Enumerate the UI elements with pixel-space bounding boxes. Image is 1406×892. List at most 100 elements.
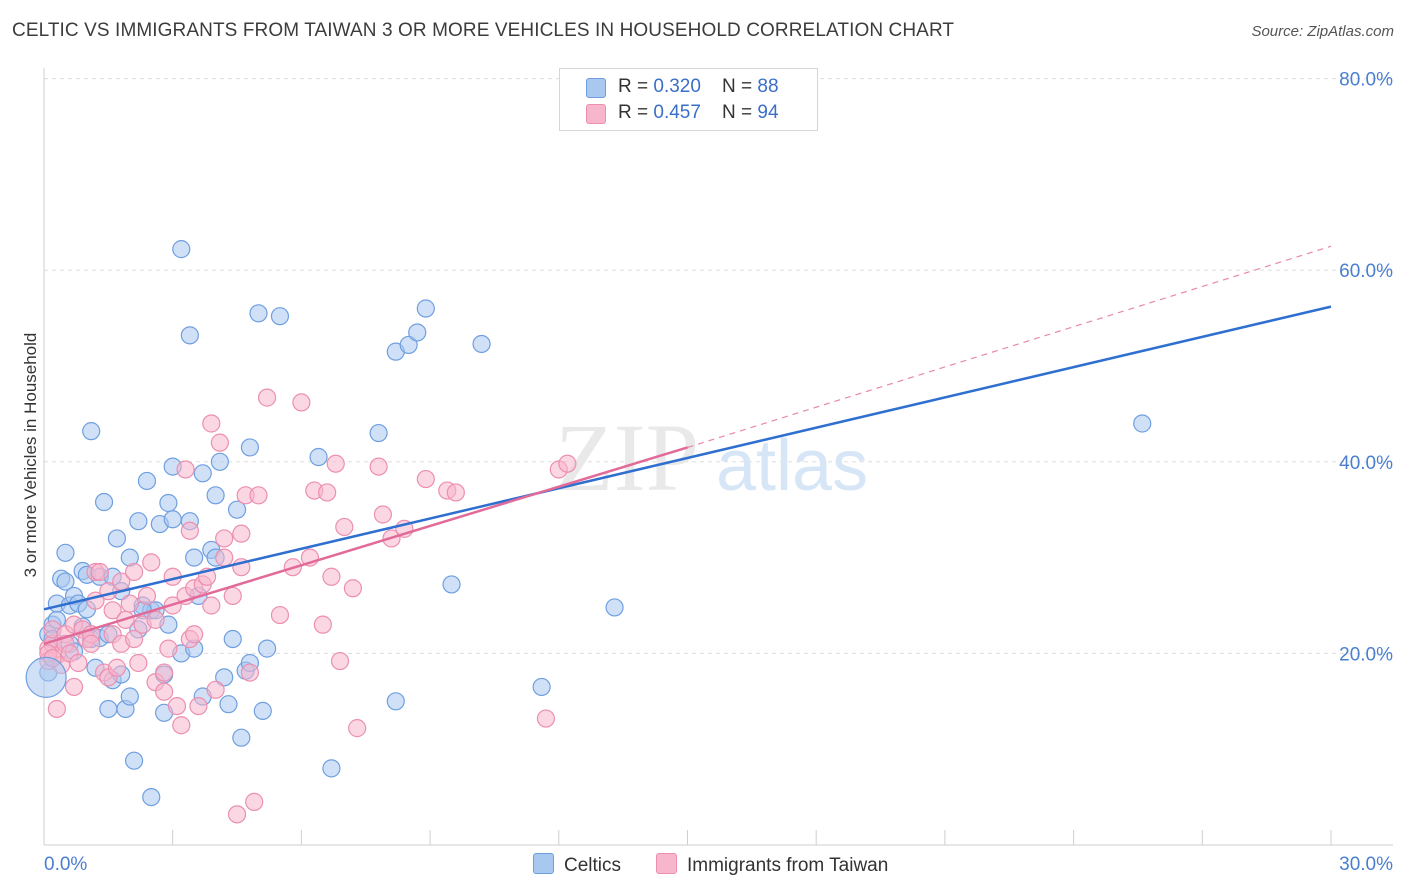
y-tick-label: 20.0% (1339, 644, 1393, 665)
taiwan-point (348, 719, 367, 738)
bottom-legend-swatch-blue (533, 853, 554, 874)
legend-swatch-blue (586, 78, 606, 98)
bottom-legend-swatch-pink (656, 853, 677, 874)
celtics-point (99, 699, 118, 719)
celtics-point (172, 240, 191, 259)
legend-swatch-pink (586, 104, 606, 124)
celtics-point (408, 323, 427, 342)
taiwan-point (185, 625, 204, 644)
celtics-point (124, 751, 144, 770)
celtics-point (253, 701, 272, 720)
celtics-point (532, 677, 551, 697)
celtics-point (25, 656, 67, 698)
taiwan-point (159, 639, 178, 658)
legend-r-value: 0.457 (653, 102, 701, 123)
taiwan-point (446, 483, 465, 502)
legend-box: R = 0.320 N = 88 R = 0.457 N = 94 (559, 68, 818, 131)
taiwan-point (335, 517, 354, 537)
taiwan-point (245, 792, 264, 811)
legend-n-label: N = (722, 76, 758, 97)
taiwan-point (210, 433, 229, 452)
bottom-legend-celtics: Celtics (533, 853, 621, 877)
y-tick-label: 60.0% (1339, 261, 1393, 282)
taiwan-point (90, 562, 109, 582)
celtics-point (210, 452, 229, 471)
taiwan-point (202, 414, 221, 433)
source-label: Source: ZipAtlas.com (1251, 23, 1394, 40)
taiwan-point (155, 663, 174, 682)
celtics-point (223, 629, 242, 649)
taiwan-point (558, 454, 577, 473)
taiwan-point (227, 805, 247, 824)
taiwan-point (82, 634, 101, 653)
taiwan-point (326, 454, 345, 473)
taiwan-trend-line (43, 446, 688, 646)
taiwan-point (176, 460, 195, 479)
taiwan-point (232, 524, 251, 543)
celtics-point (1133, 414, 1152, 433)
celtics-point (219, 695, 238, 714)
taiwan-point (155, 682, 174, 701)
celtics-point (215, 668, 234, 687)
taiwan-point (142, 553, 161, 572)
watermark-zip: ZIP (555, 404, 699, 511)
legend-n-value: 88 (757, 76, 779, 97)
celtics-point (369, 423, 388, 443)
celtics-point (257, 639, 277, 658)
celtics-point (159, 493, 178, 513)
celtics-point (399, 335, 418, 355)
celtics-point (137, 471, 157, 491)
chart-title: CELTIC VS IMMIGRANTS FROM TAIWAN 3 OR MO… (12, 20, 955, 41)
celtics-point (193, 464, 212, 483)
celtics-point (322, 759, 341, 778)
celtics-point (56, 543, 75, 562)
taiwan-point (369, 457, 388, 476)
taiwan-point (292, 393, 311, 412)
taiwan-point (172, 716, 191, 735)
celtics-point (163, 510, 182, 529)
legend-r-value: 0.320 (653, 76, 701, 97)
taiwan-point (124, 562, 144, 582)
legend-r-label: R = (618, 76, 654, 97)
bottom-legend-label: Celtics (564, 855, 622, 876)
celtics-point (240, 438, 260, 457)
taiwan-point (206, 680, 225, 699)
celtics-point (142, 787, 161, 807)
celtics-point (309, 447, 328, 467)
celtics-point (129, 512, 148, 531)
celtics-point (120, 687, 139, 706)
watermark-atlas: atlas (716, 426, 868, 506)
taiwan-point (322, 567, 341, 586)
celtics-point (232, 728, 251, 747)
taiwan-point (257, 388, 277, 407)
taiwan-point (103, 601, 122, 620)
x-tick-label: 30.0% (1339, 854, 1393, 875)
bottom-legend-taiwan: Immigrants from Taiwan (656, 853, 888, 877)
celtics-point (472, 334, 491, 354)
celtics-point (206, 486, 225, 505)
taiwan-point (146, 610, 165, 629)
taiwan-point (129, 653, 148, 673)
legend-r-label: R = (618, 102, 654, 123)
taiwan-point (343, 579, 362, 598)
taiwan-point (313, 615, 332, 634)
taiwan-point (137, 586, 157, 606)
taiwan-point (202, 596, 221, 615)
celtics-point (442, 575, 461, 594)
celtics-point (185, 548, 204, 567)
celtics-trend-line (43, 305, 1332, 611)
taiwan-point (373, 505, 393, 524)
legend-n-value: 94 (757, 102, 779, 123)
taiwan-point (167, 696, 187, 716)
celtics-point (94, 492, 114, 512)
taiwan-point (318, 483, 337, 502)
taiwan-point (330, 651, 350, 671)
legend-n-label: N = (722, 102, 758, 123)
celtics-point (56, 572, 75, 591)
celtics-point (180, 326, 199, 345)
taiwan-point (270, 605, 290, 625)
celtics-point (416, 299, 435, 318)
y-tick-label: 40.0% (1339, 453, 1393, 474)
celtics-point (82, 422, 101, 441)
